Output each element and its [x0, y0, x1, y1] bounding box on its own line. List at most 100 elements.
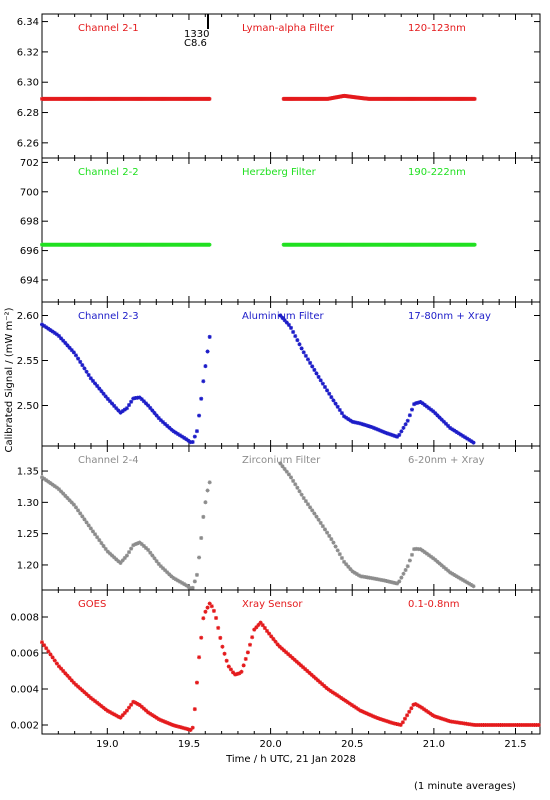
data-point	[359, 421, 364, 426]
data-point	[426, 406, 431, 411]
data-point	[450, 571, 455, 576]
data-point	[417, 704, 422, 709]
y-tick-label: 696	[20, 246, 39, 257]
data-point	[154, 413, 159, 418]
data-point	[105, 396, 110, 401]
data-point	[451, 719, 456, 724]
data-point	[207, 334, 212, 339]
data-point	[485, 723, 490, 727]
x-tick-label: 20.0	[259, 739, 281, 750]
data-point	[325, 388, 330, 393]
data-point	[369, 713, 374, 718]
x-tick-label: 21.5	[504, 739, 526, 750]
data-point	[349, 702, 354, 707]
data-point	[403, 568, 408, 573]
data-point	[264, 628, 269, 633]
data-point	[337, 694, 342, 699]
data-point	[337, 407, 342, 412]
data-point	[177, 579, 182, 584]
data-point	[378, 577, 383, 582]
data-point	[318, 680, 323, 685]
data-point	[293, 334, 298, 339]
data-point	[386, 431, 391, 436]
filter-name: Lyman-alpha Filter	[242, 23, 335, 34]
data-point	[42, 643, 47, 648]
data-point	[320, 524, 325, 529]
data-point	[248, 642, 253, 647]
data-point	[156, 416, 161, 421]
data-point	[307, 670, 312, 675]
y-tick-label: 1.35	[17, 467, 39, 478]
data-point	[348, 418, 353, 423]
data-point	[472, 96, 477, 101]
data-point	[281, 648, 286, 653]
data-point	[156, 561, 161, 566]
data-point	[453, 720, 458, 725]
data-point	[165, 720, 170, 725]
data-point	[135, 701, 140, 706]
data-point	[409, 706, 414, 711]
data-point	[199, 396, 204, 401]
data-point	[388, 432, 393, 437]
panel-3: 2.502.552.60 Channel 2-3 Aluminium Filter 1…	[17, 301, 541, 447]
data-point	[209, 604, 214, 609]
data-point	[448, 426, 453, 430]
data-point	[150, 408, 155, 413]
data-point	[369, 576, 374, 581]
data-point	[52, 484, 57, 489]
data-point	[452, 572, 457, 577]
data-point	[90, 378, 95, 383]
data-point	[152, 714, 157, 719]
data-point	[492, 723, 497, 727]
data-point	[424, 551, 429, 556]
data-point	[456, 431, 461, 436]
data-point	[88, 695, 93, 700]
data-point	[393, 433, 398, 438]
data-point	[437, 415, 442, 420]
data-point	[131, 396, 136, 401]
data-point	[46, 326, 51, 331]
y-tick-label: 1.25	[17, 529, 39, 540]
data-point	[76, 356, 81, 361]
data-point	[536, 723, 541, 727]
data-point	[114, 557, 119, 562]
data-point	[116, 559, 121, 564]
panel-4: 1.20 1.25 1.30 1.35 Channel 2-4 Zirconium Fil…	[17, 445, 541, 591]
data-point	[316, 374, 321, 379]
data-point	[369, 425, 374, 430]
y-tick-label: 700	[20, 187, 39, 198]
series-2	[40, 242, 477, 247]
data-point	[322, 527, 327, 532]
data-point	[458, 576, 463, 581]
data-point	[241, 663, 246, 668]
data-point	[135, 541, 140, 546]
data-point	[188, 586, 193, 591]
data-point	[466, 722, 471, 727]
data-point	[282, 318, 287, 323]
data-point	[343, 698, 348, 703]
data-point	[395, 434, 400, 439]
data-point	[342, 414, 347, 419]
data-point	[420, 401, 425, 406]
data-point	[298, 663, 303, 668]
data-point	[133, 396, 138, 401]
data-point	[384, 431, 389, 436]
data-point	[63, 671, 68, 676]
data-point	[329, 537, 334, 542]
data-point	[282, 466, 287, 471]
data-point	[519, 723, 524, 727]
data-point	[454, 429, 459, 434]
data-point	[392, 721, 397, 726]
data-point	[250, 635, 255, 640]
data-point	[90, 529, 95, 534]
data-point	[360, 709, 365, 714]
data-point	[403, 422, 408, 427]
data-point	[169, 722, 174, 727]
data-point	[107, 551, 112, 556]
data-point	[463, 435, 468, 440]
data-point	[394, 721, 399, 726]
data-point	[50, 482, 55, 487]
data-point	[441, 717, 446, 722]
data-point	[380, 429, 385, 434]
y-tick-label: 6.32	[17, 47, 39, 58]
